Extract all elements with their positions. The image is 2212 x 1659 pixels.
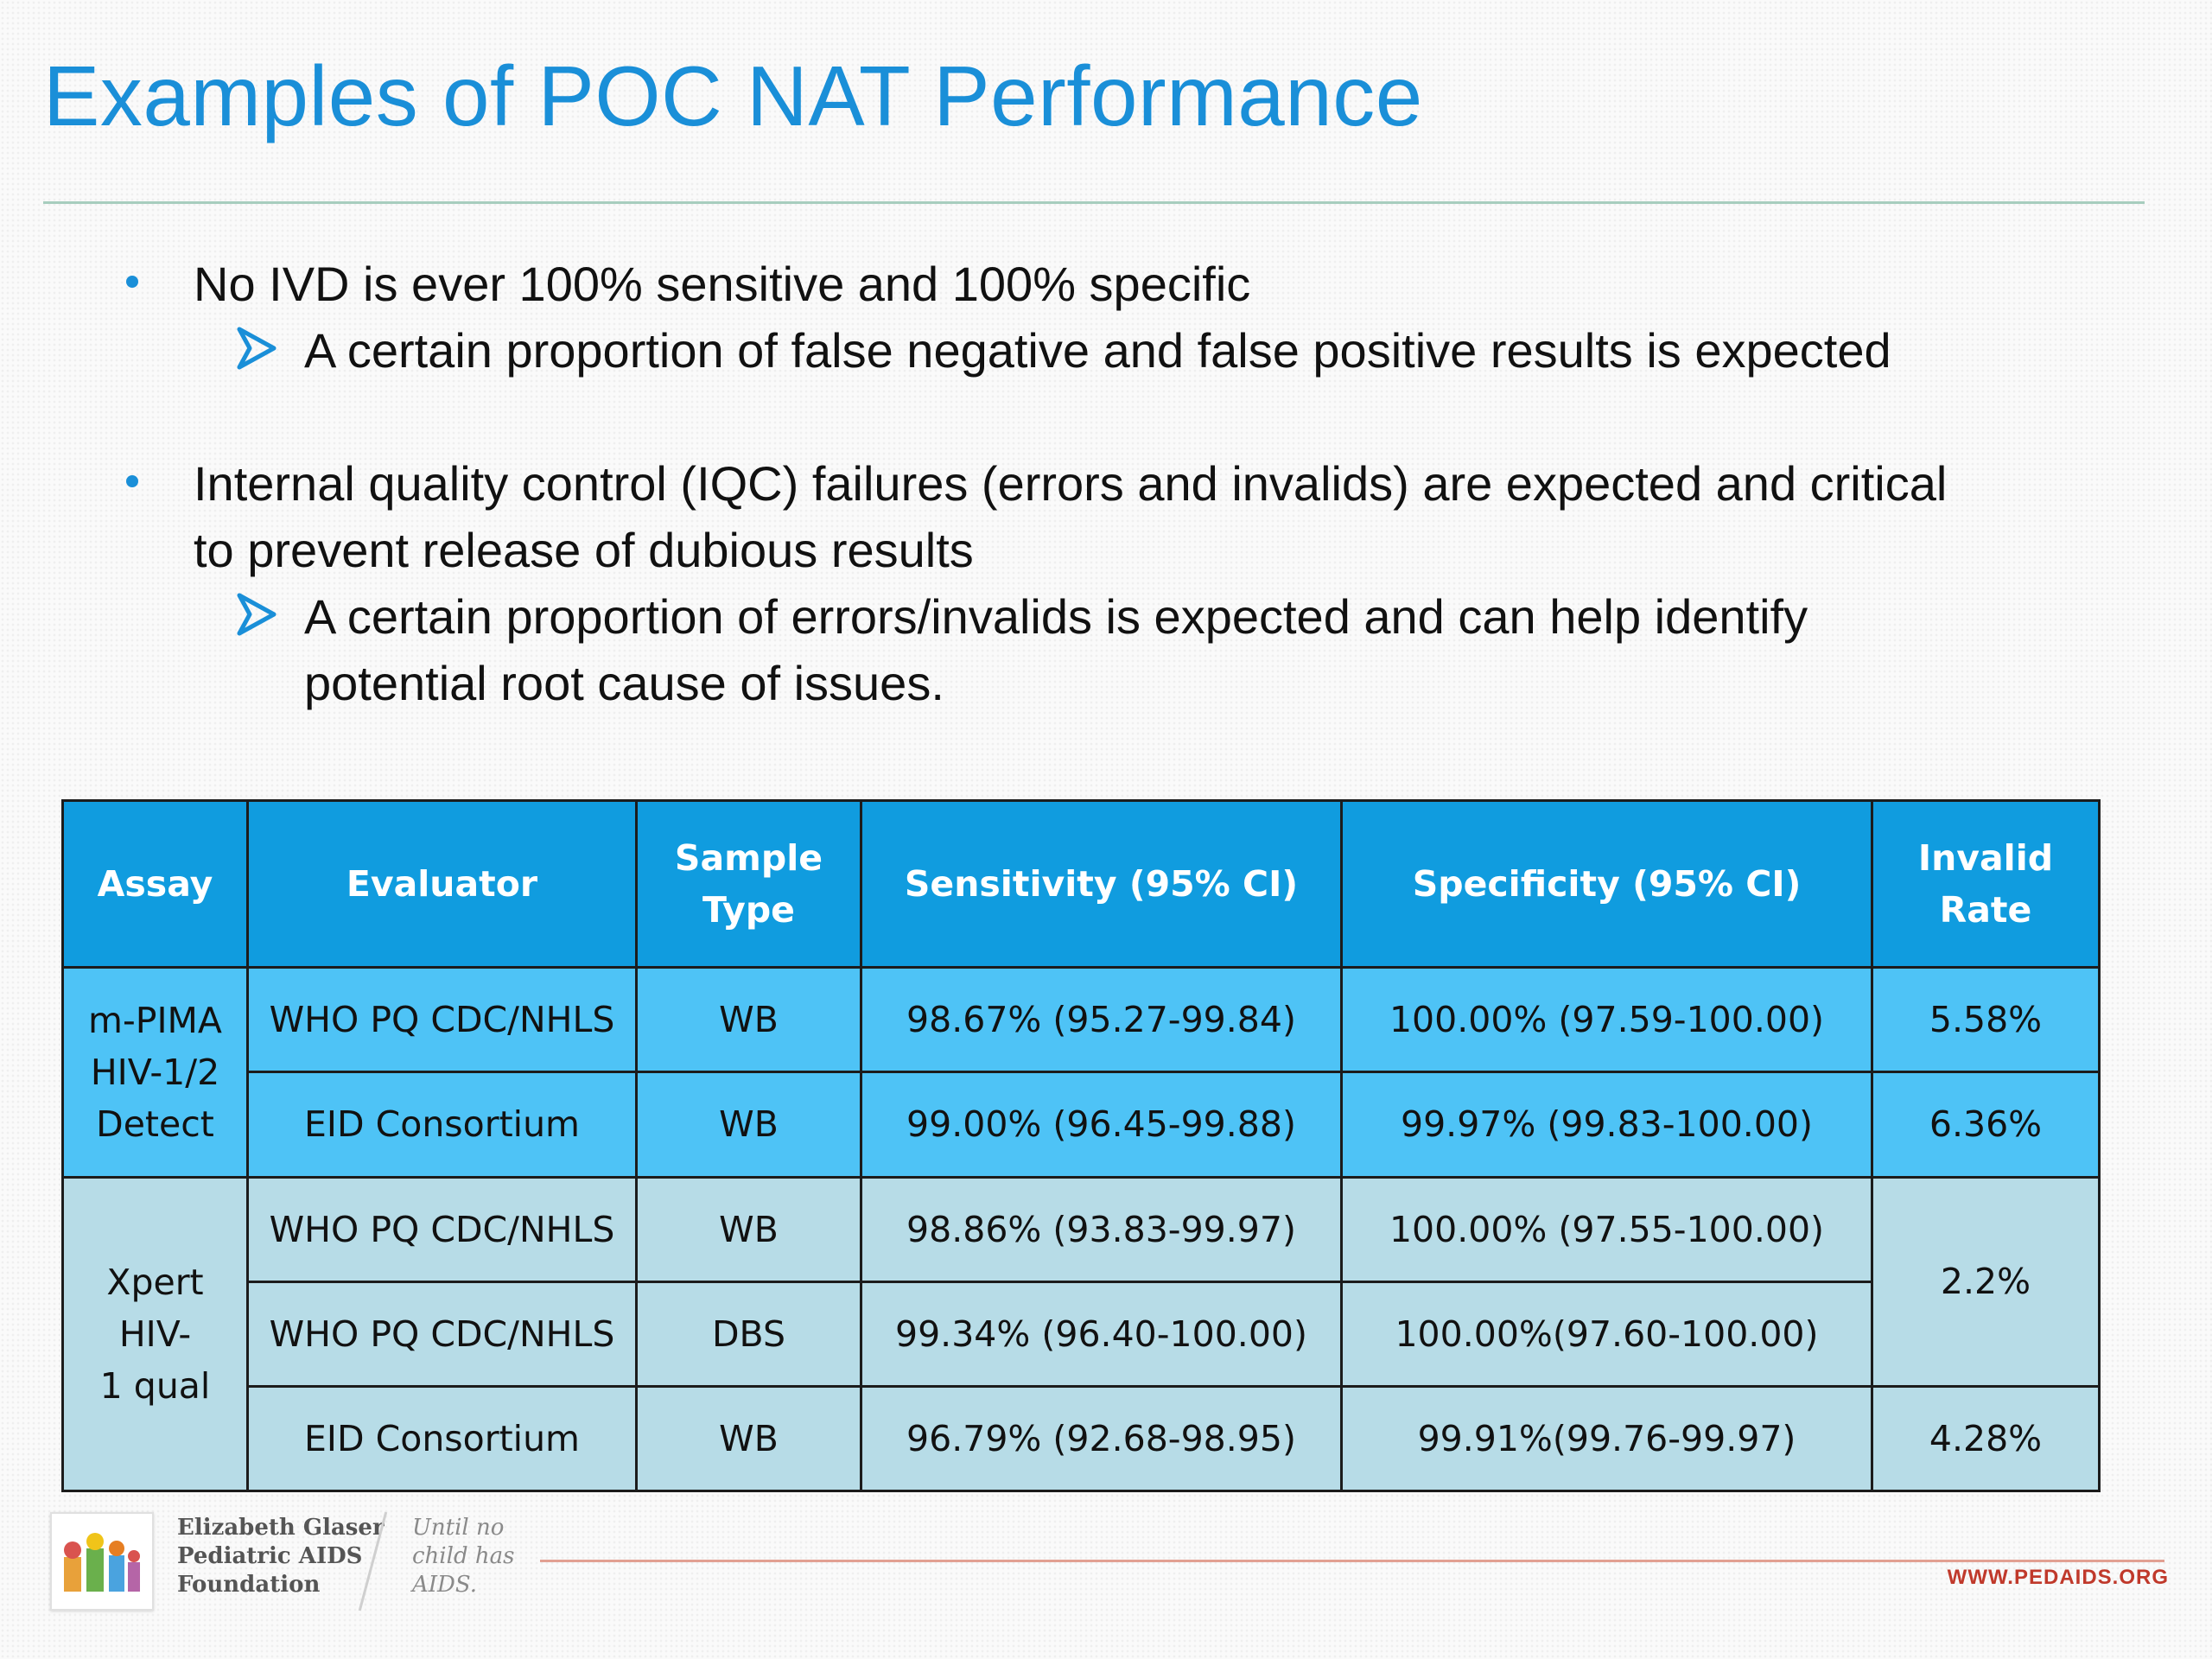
bullet-2-sub-line-1: A certain proportion of errors/invalids …	[304, 589, 1808, 644]
title-divider	[43, 201, 2145, 204]
evaluator-cell: WHO PQ CDC/NHLS	[246, 1175, 638, 1283]
bullet-1: No IVD is ever 100% sensitive and 100% s…	[194, 257, 1251, 311]
header-invalid-rate: Invalid Rate	[1871, 798, 2101, 969]
sensitivity-cell: 98.86% (93.83-99.97)	[860, 1175, 1343, 1283]
assay-cell: Xpert HIV- 1 qual	[61, 1175, 249, 1493]
invalid-rate-cell: 5.58%	[1871, 966, 2101, 1074]
assay-cell: m-PIMA HIV-1/2 Detect	[61, 966, 249, 1179]
slide-title: Examples of POC NAT Performance	[43, 48, 1423, 143]
sensitivity-cell: 98.67% (95.27-99.84)	[860, 966, 1343, 1074]
header-specificity: Specificity (95% CI)	[1340, 798, 1873, 969]
specificity-cell: 100.00%(97.60-100.00)	[1340, 1280, 1873, 1388]
foundation-name: Elizabeth Glaser Pediatric AIDS Foundati…	[177, 1515, 385, 1598]
footer-divider	[540, 1560, 2164, 1562]
arrow-bullet-icon	[237, 593, 276, 636]
invalid-rate-cell: 2.2%	[1871, 1175, 2101, 1388]
sample-type-cell: WB	[635, 1384, 862, 1493]
foundation-tagline: Until no child has AIDS.	[412, 1515, 515, 1598]
evaluator-cell: EID Consortium	[246, 1071, 638, 1179]
specificity-cell: 100.00% (97.59-100.00)	[1340, 966, 1873, 1074]
header-evaluator: Evaluator	[246, 798, 638, 969]
evaluator-cell: EID Consortium	[246, 1384, 638, 1493]
specificity-cell: 100.00% (97.55-100.00)	[1340, 1175, 1873, 1283]
bullet-2-line-1: Internal quality control (IQC) failures …	[194, 456, 1948, 511]
sample-type-cell: WB	[635, 966, 862, 1074]
header-assay: Assay	[61, 798, 249, 969]
table-row: WHO PQ CDC/NHLS DBS 99.34% (96.40-100.00…	[63, 1280, 2100, 1388]
table-row: EID Consortium WB 99.00% (96.45-99.88) 9…	[63, 1071, 2101, 1179]
sample-type-cell: DBS	[635, 1280, 862, 1388]
table-row: EID Consortium WB 96.79% (92.68-98.95) 9…	[63, 1384, 2101, 1493]
bullet-2-sub-line-2: potential root cause of issues.	[304, 656, 944, 710]
sensitivity-cell: 99.00% (96.45-99.88)	[860, 1071, 1343, 1179]
bullet-dot-icon	[126, 475, 138, 487]
bullet-1-sub: A certain proportion of false negative a…	[304, 323, 1891, 378]
sensitivity-cell: 96.79% (92.68-98.95)	[860, 1384, 1343, 1493]
sample-type-cell: WB	[635, 1071, 862, 1179]
evaluator-cell: WHO PQ CDC/NHLS	[246, 1280, 638, 1388]
sensitivity-cell: 99.34% (96.40-100.00)	[860, 1280, 1343, 1388]
specificity-cell: 99.91%(99.76-99.97)	[1340, 1384, 1873, 1493]
table-header-row: Assay Evaluator Sample Type Sensitivity (…	[61, 798, 2101, 969]
table-row: m-PIMA HIV-1/2 Detect WHO PQ CDC/NHLS WB 9…	[61, 966, 2101, 1179]
header-sensitivity: Sensitivity (95% CI)	[860, 798, 1343, 969]
performance-table: Assay Evaluator Sample Type Sensitivity (…	[61, 798, 2101, 1493]
bullet-dot-icon	[126, 276, 138, 288]
invalid-rate-cell: 6.36%	[1871, 1071, 2101, 1179]
specificity-cell: 99.97% (99.83-100.00)	[1340, 1071, 1873, 1179]
foundation-logo-icon	[50, 1512, 154, 1611]
evaluator-cell: WHO PQ CDC/NHLS	[246, 966, 638, 1074]
bullet-2-line-2: to prevent release of dubious results	[194, 523, 974, 577]
invalid-rate-cell: 4.28%	[1871, 1384, 2101, 1493]
table-row: Xpert HIV- 1 qual WHO PQ CDC/NHLS WB 98.8…	[61, 1175, 2101, 1493]
arrow-bullet-icon	[237, 327, 276, 370]
footer-url: WWW.PEDAIDS.ORG	[1947, 1566, 2169, 1589]
header-sample-type: Sample Type	[635, 798, 862, 969]
sample-type-cell: WB	[635, 1175, 862, 1283]
